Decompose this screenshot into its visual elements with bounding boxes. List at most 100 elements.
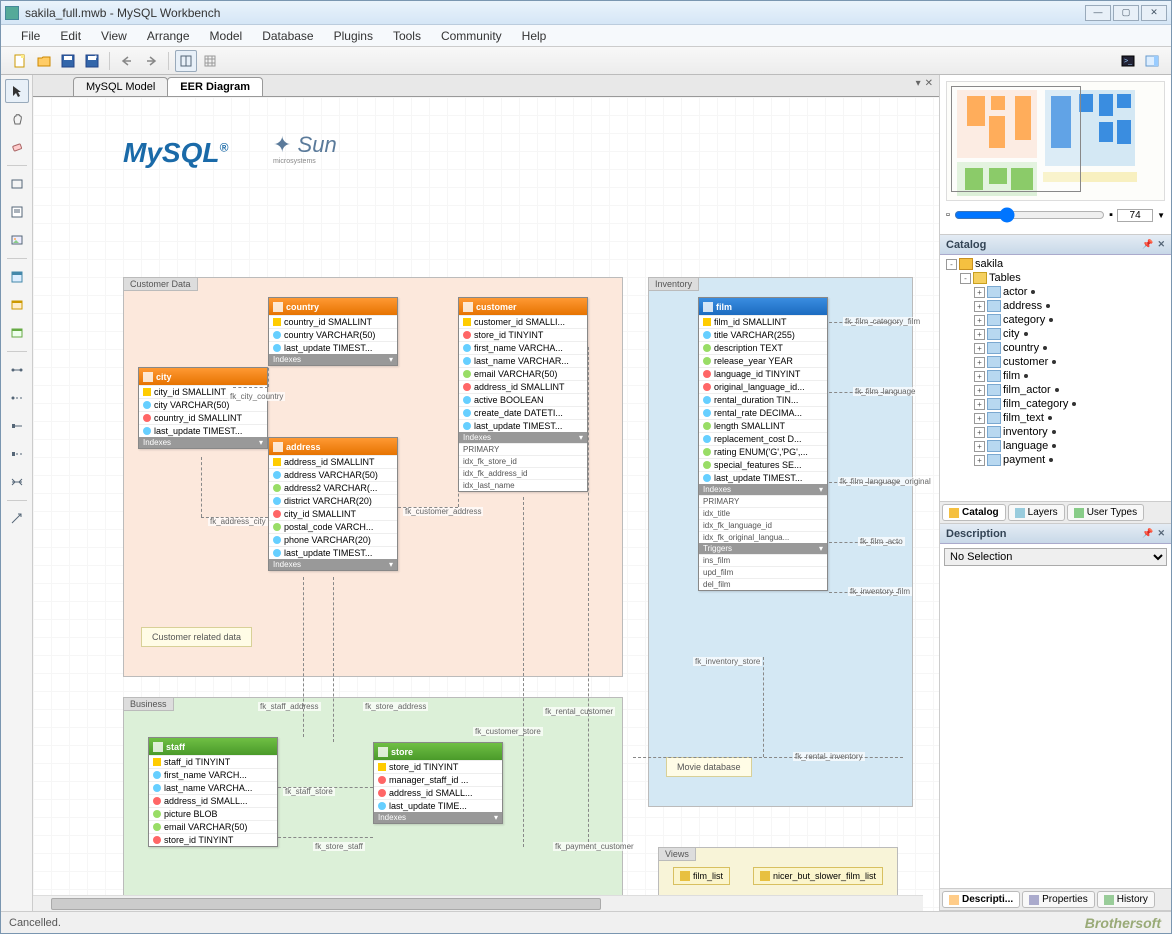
entity-staff[interactable]: staffstaff_id TINYINTfirst_name VARCH...… bbox=[148, 737, 278, 847]
entity-header[interactable]: city bbox=[139, 368, 267, 385]
tree-toggle-icon[interactable]: - bbox=[960, 273, 971, 284]
column-row[interactable]: address_id SMALL... bbox=[374, 786, 502, 799]
column-row[interactable]: original_language_id... bbox=[699, 380, 827, 393]
relationship-line[interactable] bbox=[829, 592, 899, 593]
column-row[interactable]: last_update TIME... bbox=[374, 799, 502, 812]
column-row[interactable]: store_id TINYINT bbox=[374, 760, 502, 773]
tree-row[interactable]: - sakila bbox=[942, 257, 1169, 271]
column-row[interactable]: email VARCHAR(50) bbox=[459, 367, 587, 380]
column-row[interactable]: district VARCHAR(20) bbox=[269, 494, 397, 507]
relationship-label[interactable]: fk_customer_address bbox=[403, 507, 483, 516]
index-row[interactable]: idx_fk_store_id bbox=[459, 455, 587, 467]
entity-header[interactable]: address bbox=[269, 438, 397, 455]
scrollbar-thumb[interactable] bbox=[51, 898, 601, 910]
relationship-line[interactable] bbox=[829, 482, 899, 483]
column-row[interactable]: email VARCHAR(50) bbox=[149, 820, 277, 833]
panel-close-icon[interactable]: ✕ bbox=[1157, 528, 1165, 539]
tree-toggle-icon[interactable]: + bbox=[974, 357, 985, 368]
entity-section[interactable]: Indexes▾ bbox=[699, 484, 827, 495]
relationship-label[interactable]: fk_store_staff bbox=[313, 842, 365, 851]
column-row[interactable]: length SMALLINT bbox=[699, 419, 827, 432]
entity-header[interactable]: store bbox=[374, 743, 502, 760]
overview-map[interactable] bbox=[946, 81, 1165, 201]
entity-header[interactable]: staff bbox=[149, 738, 277, 755]
entity-section[interactable]: Triggers▾ bbox=[699, 543, 827, 554]
entity-header[interactable]: customer bbox=[459, 298, 587, 315]
diagram-canvas[interactable]: MySQL® ✦ Sunmicrosystems Customer DataCu… bbox=[33, 97, 939, 911]
column-row[interactable]: country VARCHAR(50) bbox=[269, 328, 397, 341]
relationship-label[interactable]: fk_staff_address bbox=[258, 702, 321, 711]
pointer-tool[interactable] bbox=[5, 79, 29, 103]
relationship-line[interactable] bbox=[333, 577, 334, 742]
index-row[interactable]: idx_fk_address_id bbox=[459, 467, 587, 479]
entity-section[interactable]: Indexes▾ bbox=[269, 354, 397, 365]
tree-row[interactable]: + city bbox=[942, 327, 1169, 341]
column-row[interactable]: rental_rate DECIMA... bbox=[699, 406, 827, 419]
zoom-slider[interactable] bbox=[954, 207, 1105, 223]
index-row[interactable]: PRIMARY bbox=[699, 495, 827, 507]
catalog-tab-layers[interactable]: Layers bbox=[1008, 504, 1065, 521]
terminal-button[interactable]: >_ bbox=[1117, 50, 1139, 72]
relationship-line[interactable] bbox=[278, 787, 373, 788]
region-note[interactable]: Movie database bbox=[666, 757, 752, 777]
table-tool[interactable] bbox=[5, 265, 29, 289]
catalog-tab-user-types[interactable]: User Types bbox=[1067, 504, 1144, 521]
zoom-value-input[interactable] bbox=[1117, 209, 1153, 222]
column-row[interactable]: rental_duration TIN... bbox=[699, 393, 827, 406]
trigger-row[interactable]: upd_film bbox=[699, 566, 827, 578]
relationship-line[interactable] bbox=[398, 507, 458, 508]
tree-toggle-icon[interactable]: + bbox=[974, 441, 985, 452]
tree-row[interactable]: + film_text bbox=[942, 411, 1169, 425]
entity-header[interactable]: country bbox=[269, 298, 397, 315]
relationship-label[interactable]: fk_address_city bbox=[208, 517, 268, 526]
rel-1-1-tool[interactable] bbox=[5, 358, 29, 382]
relationship-line[interactable] bbox=[829, 392, 899, 393]
tree-row[interactable]: + film bbox=[942, 369, 1169, 383]
column-row[interactable]: postal_code VARCH... bbox=[269, 520, 397, 533]
tree-row[interactable]: + payment bbox=[942, 453, 1169, 467]
trigger-row[interactable]: del_film bbox=[699, 578, 827, 590]
trigger-row[interactable]: ins_film bbox=[699, 554, 827, 566]
relationship-line[interactable] bbox=[201, 457, 202, 517]
pin-icon[interactable]: 📌 bbox=[1142, 528, 1153, 539]
relationship-label[interactable]: fk_rental_customer bbox=[543, 707, 615, 716]
relationship-label[interactable]: fk_payment_customer bbox=[553, 842, 636, 851]
entity-customer[interactable]: customercustomer_id SMALLI...store_id TI… bbox=[458, 297, 588, 492]
tree-row[interactable]: + inventory bbox=[942, 425, 1169, 439]
relationship-line[interactable] bbox=[303, 577, 304, 737]
index-row[interactable]: idx_fk_language_id bbox=[699, 519, 827, 531]
column-row[interactable]: description TEXT bbox=[699, 341, 827, 354]
tree-toggle-icon[interactable]: + bbox=[974, 385, 985, 396]
column-row[interactable]: last_update TIMEST... bbox=[269, 546, 397, 559]
entity-section[interactable]: Indexes▾ bbox=[139, 437, 267, 448]
entity-store[interactable]: storestore_id TINYINTmanager_staff_id ..… bbox=[373, 742, 503, 824]
tree-toggle-icon[interactable]: + bbox=[974, 371, 985, 382]
tree-row[interactable]: + language bbox=[942, 439, 1169, 453]
column-row[interactable]: phone VARCHAR(20) bbox=[269, 533, 397, 546]
layer-tool[interactable] bbox=[5, 172, 29, 196]
view-film_list[interactable]: film_list bbox=[673, 867, 730, 885]
column-row[interactable]: active BOOLEAN bbox=[459, 393, 587, 406]
description-header[interactable]: Description 📌 ✕ bbox=[940, 524, 1171, 544]
close-button[interactable]: ✕ bbox=[1141, 5, 1167, 21]
overview-viewport[interactable] bbox=[951, 86, 1081, 192]
grid-toggle-button[interactable] bbox=[175, 50, 197, 72]
view-tool[interactable] bbox=[5, 293, 29, 317]
column-row[interactable]: film_id SMALLINT bbox=[699, 315, 827, 328]
column-row[interactable]: language_id TINYINT bbox=[699, 367, 827, 380]
column-row[interactable]: special_features SE... bbox=[699, 458, 827, 471]
panel-close-icon[interactable]: ✕ bbox=[1157, 239, 1165, 250]
menu-edit[interactable]: Edit bbox=[52, 27, 89, 45]
desc-tab-1[interactable]: Properties bbox=[1022, 891, 1095, 908]
rel-1-n-ni-tool[interactable] bbox=[5, 442, 29, 466]
rel-1-1-ni-tool[interactable] bbox=[5, 414, 29, 438]
tree-row[interactable]: + category bbox=[942, 313, 1169, 327]
tree-row[interactable]: + actor bbox=[942, 285, 1169, 299]
tree-row[interactable]: + film_category bbox=[942, 397, 1169, 411]
column-row[interactable]: create_date DATETI... bbox=[459, 406, 587, 419]
menu-file[interactable]: File bbox=[13, 27, 48, 45]
column-row[interactable]: replacement_cost D... bbox=[699, 432, 827, 445]
column-row[interactable]: last_update TIMEST... bbox=[699, 471, 827, 484]
relationship-label[interactable]: fk_inventory_store bbox=[693, 657, 762, 666]
tree-row[interactable]: + address bbox=[942, 299, 1169, 313]
